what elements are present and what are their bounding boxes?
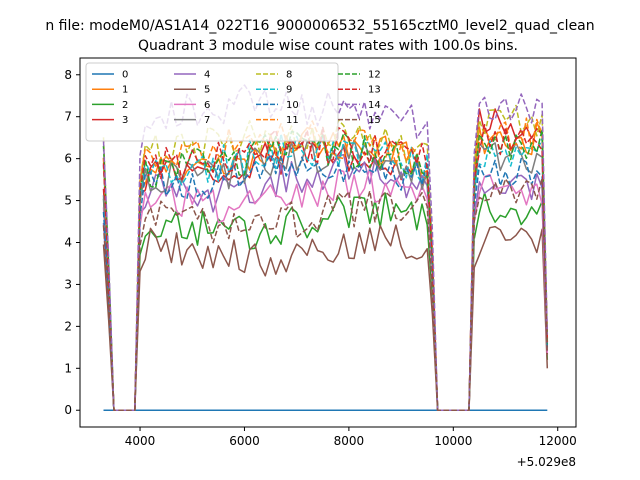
- legend-label-10: 10: [286, 100, 299, 111]
- series-line-4: [102, 154, 549, 411]
- legend-label-14: 14: [368, 100, 381, 111]
- y-tick-label: 8: [64, 68, 72, 82]
- x-tick-label: 10000: [434, 434, 472, 448]
- series-line-2: [102, 192, 549, 411]
- y-tick-label: 0: [64, 403, 72, 417]
- legend-label-8: 8: [286, 70, 292, 81]
- legend-label-12: 12: [368, 70, 381, 81]
- x-tick-label: 8000: [334, 434, 365, 448]
- x-tick-label: 6000: [229, 434, 260, 448]
- legend-label-9: 9: [286, 85, 292, 96]
- x-tick-label: 4000: [125, 434, 156, 448]
- series-line-10: [102, 153, 549, 411]
- y-tick-label: 1: [64, 361, 72, 375]
- legend-label-5: 5: [204, 85, 210, 96]
- y-tick-label: 4: [64, 236, 72, 250]
- series-line-9: [102, 132, 549, 411]
- x-tick-label: 12000: [539, 434, 577, 448]
- y-tick-label: 6: [64, 152, 72, 166]
- legend-label-11: 11: [286, 115, 299, 126]
- legend-label-3: 3: [122, 115, 128, 126]
- legend-label-0: 0: [122, 70, 128, 81]
- series-line-7: [102, 139, 549, 411]
- legend-label-4: 4: [204, 70, 210, 81]
- series-line-13: [102, 123, 549, 411]
- legend-frame: [85, 62, 339, 142]
- y-tick-label: 2: [64, 319, 72, 333]
- series-line-15: [102, 177, 549, 411]
- figure-suptitle: n file: modeM0/AS1A14_022T16_9000006532_…: [45, 18, 594, 34]
- legend-label-2: 2: [122, 100, 128, 111]
- y-tick-label: 5: [64, 194, 72, 208]
- legend-label-6: 6: [204, 100, 210, 111]
- legend-label-13: 13: [368, 85, 381, 96]
- y-tick-label: 3: [64, 277, 72, 291]
- y-tick-label: 7: [64, 110, 72, 124]
- x-offset-text: +5.029e8: [517, 455, 576, 469]
- legend-label-1: 1: [122, 85, 128, 96]
- legend-label-7: 7: [204, 115, 210, 126]
- legend-label-15: 15: [368, 115, 381, 126]
- chart-title: Quadrant 3 module wise count rates with …: [138, 38, 518, 54]
- series-line-5: [102, 224, 549, 411]
